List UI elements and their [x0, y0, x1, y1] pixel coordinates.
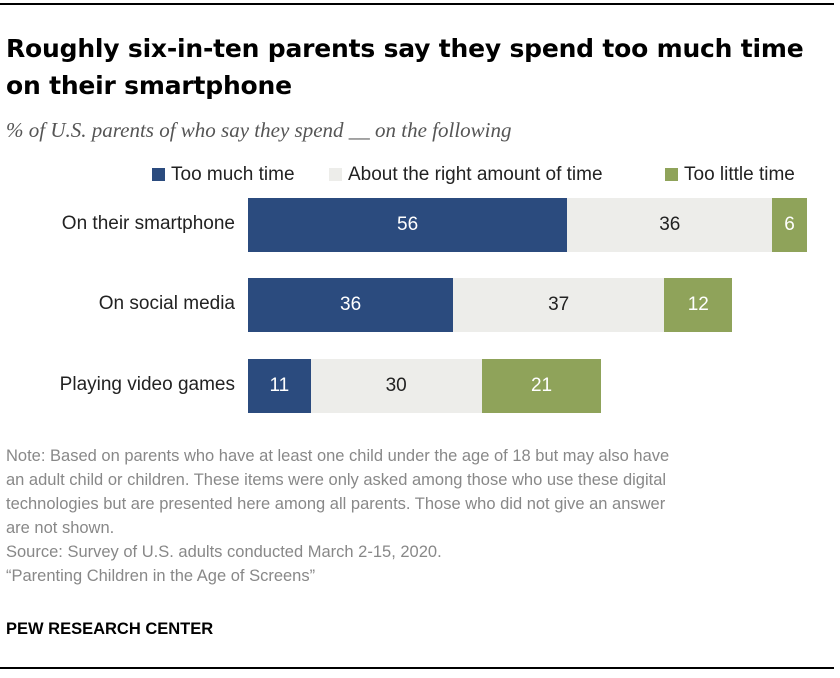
bar-on-their-smartphone-too-little — [772, 198, 807, 252]
bar-on-their-smartphone-about-right — [567, 198, 773, 252]
pew-research-center-brand: PEW RESEARCH CENTER — [6, 620, 214, 638]
category-label-on-social-media: On social media — [98, 293, 235, 314]
source-line: Source: Survey of U.S. adults conducted … — [6, 543, 442, 561]
legend-item-too-little: Too little time — [665, 162, 795, 188]
bar-playing-video-games-too-much — [248, 359, 311, 413]
category-label-on-their-smartphone: On their smartphone — [61, 213, 235, 234]
legend: Too much time About the right amount of … — [0, 162, 840, 188]
note-line: Note: Based on parents who have at least… — [6, 447, 670, 465]
note-line: technologies but are presented here amon… — [6, 495, 666, 513]
top-rule — [0, 3, 834, 5]
bar-value-on-social-media-too-much: 36 — [340, 294, 362, 315]
bar-playing-video-games-too-little — [481, 359, 602, 413]
note-line: an adult child or children. These items … — [6, 471, 667, 489]
bar-on-social-media-about-right — [453, 278, 665, 332]
chart-title: Roughly six-in-ten parents say they spen… — [6, 34, 804, 100]
bar-value-playing-video-games-too-little: 21 — [530, 375, 553, 396]
legend-label-too-much: Too much time — [171, 164, 295, 185]
bar-value-on-their-smartphone-too-little: 6 — [784, 214, 795, 235]
bar-on-their-smartphone-too-much — [248, 198, 568, 252]
legend-swatch-about-right — [329, 168, 342, 181]
legend-swatch-too-much — [152, 168, 165, 181]
legend-label-too-little: Too little time — [684, 164, 795, 185]
legend-item-about-right: About the right amount of time — [329, 162, 603, 188]
bar-value-playing-video-games-too-much: 11 — [269, 375, 290, 396]
bar-value-on-social-media-about-right: 37 — [548, 294, 570, 315]
legend-label-about-right: About the right amount of time — [348, 164, 603, 185]
bar-on-social-media-too-much — [248, 278, 454, 332]
note-line: are not shown. — [6, 519, 115, 537]
bar-value-playing-video-games-about-right: 30 — [385, 375, 407, 396]
bar-value-on-their-smartphone-too-much: 56 — [397, 214, 419, 235]
bottom-rule — [0, 667, 834, 669]
bar-value-on-social-media-too-little: 12 — [687, 294, 709, 315]
bar-playing-video-games-about-right — [310, 359, 482, 413]
bar-on-social-media-too-little — [664, 278, 733, 332]
category-label-playing-video-games: Playing video games — [59, 374, 235, 395]
report-title-line: “Parenting Children in the Age of Screen… — [6, 567, 316, 585]
bar-value-on-their-smartphone-about-right: 36 — [659, 214, 681, 235]
legend-swatch-too-little — [665, 168, 678, 181]
chart-subtitle: % of U.S. parents of who say they spend … — [6, 118, 512, 142]
legend-item-too-much: Too much time — [152, 162, 295, 188]
